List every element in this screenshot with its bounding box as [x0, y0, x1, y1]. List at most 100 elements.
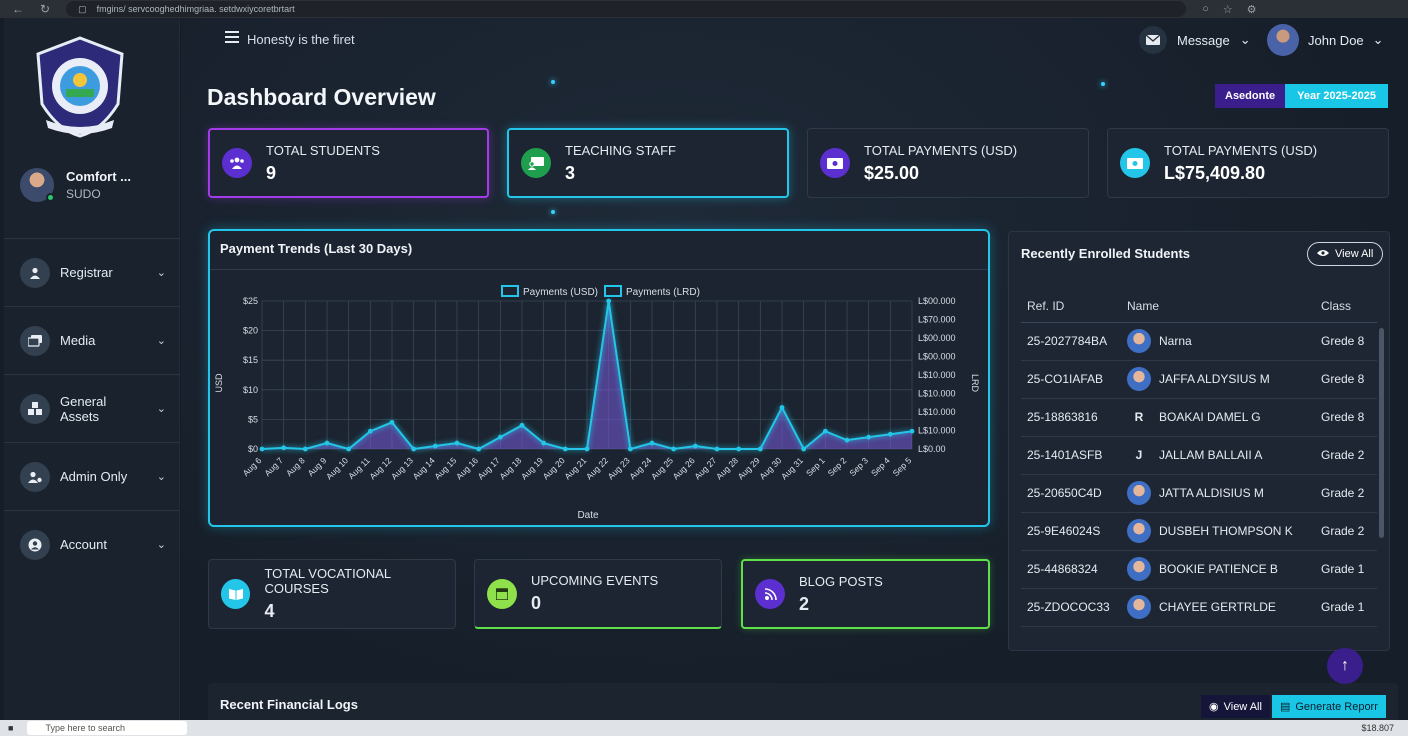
school-motto: Honesty is the firet — [247, 32, 355, 47]
scroll-to-top-button[interactable]: ↑ — [1327, 648, 1363, 684]
data-point — [497, 434, 503, 440]
avatar — [1127, 595, 1151, 619]
data-point — [346, 446, 352, 452]
sidebar-item-account[interactable]: Account ⌄ — [4, 510, 180, 578]
stat-label: TOTAL PAYMENTS (USD) — [1164, 142, 1318, 158]
sidebar-profile[interactable]: Comfort ... SUDO — [20, 168, 180, 202]
stat-label: TEACHING STAFF — [565, 142, 676, 158]
data-point — [432, 443, 438, 449]
table-row[interactable]: 25-1401ASFB J JALLAM BALLAII A Grade 2 — [1021, 436, 1377, 475]
x-tick-label: Aug 18 — [497, 455, 523, 481]
stat-card-vocational-courses[interactable]: TOTAL VOCATIONAL COURSES 4 — [208, 559, 456, 629]
payment-trends-panel: Payment Trends (Last 30 Days) Payments (… — [208, 229, 990, 527]
ref-id-cell: 25-9E46024S — [1021, 512, 1121, 551]
extensions-icon[interactable]: ⚙ — [1246, 3, 1257, 16]
academic-label: Asedonte — [1215, 84, 1286, 108]
view-all-button[interactable]: View All — [1307, 242, 1384, 266]
message-label: Message — [1177, 32, 1230, 48]
class-cell: Grade 1 — [1315, 550, 1377, 589]
stat-label: TOTAL VOCATIONAL COURSES — [264, 566, 391, 596]
table-row[interactable]: 25-CO1IAFAB JAFFA ALDYSIUS M Grede 8 — [1021, 360, 1377, 399]
table-row[interactable]: 25-18863816 R BOAKAI DAMEL G Grede 8 — [1021, 398, 1377, 437]
chart-title: Payment Trends (Last 30 Days) — [220, 241, 413, 256]
sidebar-item-general-assets[interactable]: General Assets ⌄ — [4, 374, 180, 442]
page-title: Dashboard Overview — [207, 84, 436, 110]
ref-id-cell: 25-1401ASFB — [1021, 436, 1121, 475]
data-point — [866, 434, 872, 440]
stat-card-total-payments-usd[interactable]: TOTAL PAYMENTS (USD) $25.00 — [807, 128, 1089, 198]
view-all-button[interactable]: ◉ View All — [1201, 695, 1270, 718]
stat-label: TOTAL PAYMENTS (USD) — [864, 142, 1018, 158]
address-bar[interactable]: ▢ fmgins/ servcooghedhimgriaa. setdwxiyc… — [66, 1, 1187, 17]
student-name: Narna — [1159, 334, 1192, 348]
sidebar-item-media[interactable]: Media ⌄ — [4, 306, 180, 374]
column-header: Name — [1121, 290, 1315, 323]
table-row[interactable]: 25-2027784BA Narna Grede 8 — [1021, 322, 1377, 361]
academic-year-badge[interactable]: Asedonte Year 2025-2025 — [1215, 84, 1389, 108]
financial-actions: ◉ View All ▤ Generate Reporr — [1201, 695, 1386, 718]
sidebar-item-label: Account — [60, 537, 107, 552]
recently-enrolled-panel: Recently Enrolled Students View All Ref.… — [1008, 231, 1390, 651]
sidebar-item-admin-only[interactable]: Admin Only ⌄ — [4, 442, 180, 510]
student-name-cell: CHAYEE GERTRLDE — [1127, 595, 1315, 619]
stat-label: UPCOMING EVENTS — [531, 573, 659, 588]
hamburger-menu-icon[interactable] — [225, 31, 239, 43]
x-axis-label: Date — [577, 510, 599, 521]
recent-financial-logs-panel: Recent Financial Logs — [208, 683, 1398, 723]
student-name: DUSBEH THOMPSON K — [1159, 524, 1293, 538]
avatar — [1127, 557, 1151, 581]
generate-report-button[interactable]: ▤ Generate Reporr — [1271, 695, 1386, 718]
x-tick-label: Sep 1 — [804, 455, 827, 478]
stat-card-teaching-staff[interactable]: TEACHING STAFF 3 — [507, 128, 789, 198]
data-point — [671, 446, 677, 452]
avatar — [1127, 519, 1151, 543]
data-point — [801, 446, 807, 452]
avatar-initial: J — [1135, 448, 1143, 462]
x-tick-label: Aug 27 — [692, 455, 718, 481]
sidebar: Comfort ... SUDO Registrar ⌄ Media ⌄ Gen… — [4, 18, 180, 720]
user-dropdown[interactable]: John Doe ⌄ — [1267, 24, 1384, 56]
reload-icon[interactable]: ↻ — [40, 2, 51, 16]
star-icon[interactable]: ☆ — [1222, 3, 1233, 16]
back-icon[interactable]: ← — [12, 2, 24, 16]
message-dropdown[interactable]: Message ⌄ — [1139, 26, 1251, 54]
chevron-down-icon: ⌄ — [1239, 32, 1251, 47]
stat-card-total-students[interactable]: TOTAL STUDENTS 9 — [208, 128, 489, 198]
y2-tick-label: L$10.000 — [918, 426, 956, 436]
user-name: John Doe — [1308, 32, 1364, 48]
y2-tick-label: L$70.000 — [918, 315, 956, 325]
x-tick-label: Aug 8 — [284, 455, 307, 478]
table-row[interactable]: 25-44868324 BOOKIE PATIENCE B Grade 1 — [1021, 550, 1377, 589]
x-tick-label: Aug 29 — [736, 455, 762, 481]
y2-tick-label: L$00.000 — [918, 352, 956, 362]
panel-title: Recent Financial Logs — [220, 697, 358, 712]
taskbar-clock: $18.807 — [1361, 723, 1394, 733]
y-tick-label: $15 — [243, 355, 258, 365]
arrow-up-icon: ↑ — [1341, 657, 1349, 674]
table-row[interactable]: 25-9E46024S DUSBEH THOMPSON K Grade 2 — [1021, 512, 1377, 551]
payment-trends-chart: Payments (USD) Payments (LRD) $25 $20 $15 $… — [214, 285, 980, 521]
students-icon — [222, 148, 252, 178]
stat-card-upcoming-events[interactable]: UPCOMING EVENTS 0 — [474, 559, 722, 629]
account-circle-icon[interactable]: ○ — [1202, 2, 1209, 15]
stat-card-total-payments-lrd[interactable]: TOTAL PAYMENTS (USD) L$75,409.80 — [1107, 128, 1389, 198]
x-tick-label: Aug 10 — [324, 455, 350, 481]
enrolled-students-table: Ref. ID Name Class 25-2027784BA Narna Gred… — [1021, 290, 1377, 627]
data-point — [324, 440, 330, 446]
student-name-cell: JAFFA ALDYSIUS M — [1127, 367, 1315, 391]
chevron-down-icon: ⌄ — [156, 471, 166, 483]
ref-id-cell: 25-CO1IAFAB — [1021, 360, 1121, 399]
y2-tick-label: L$00.000 — [918, 333, 956, 343]
scrollbar[interactable] — [1379, 328, 1384, 538]
x-tick-label: Aug 16 — [454, 455, 480, 481]
stat-card-blog-posts[interactable]: BLOG POSTS 2 — [741, 559, 990, 629]
x-tick-label: Sep 5 — [891, 455, 914, 478]
table-row[interactable]: 25-ZDOCOC33 CHAYEE GERTRLDE Grade 1 — [1021, 588, 1377, 627]
sidebar-item-registrar[interactable]: Registrar ⌄ — [4, 238, 180, 306]
taskbar-search-input[interactable]: Type here to search — [27, 721, 188, 735]
table-row[interactable]: 25-20650C4D JATTA ALDISIUS M Grade 2 — [1021, 474, 1377, 513]
y2-tick-label: L$0.00 — [918, 444, 946, 454]
windows-start-icon[interactable]: ■ — [8, 723, 14, 733]
y2-axis-label: LRD — [970, 374, 980, 393]
avatar — [1127, 367, 1151, 391]
